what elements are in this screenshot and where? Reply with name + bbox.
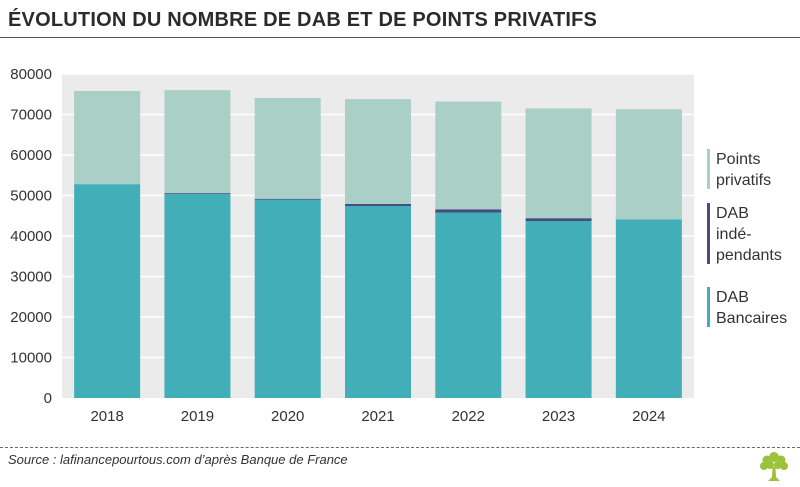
stacked-bar-chart: 0 10000 20000 30000 40000 50000 60000 70000 8000… <box>10 66 787 425</box>
legend-item-dab-ind-pendants: DAB indé-pendants <box>707 203 782 264</box>
y-tick-label: 10000 <box>10 350 52 367</box>
bar-dab-bancaires-2022 <box>435 212 502 398</box>
legend-item-dab-bancaires: DAB Bancaires <box>707 287 787 327</box>
legend-label: privatifs <box>716 172 771 189</box>
x-tick-label: 2024 <box>632 408 665 425</box>
x-tick-label: 2020 <box>271 408 304 425</box>
x-tick-label: 2018 <box>90 408 123 425</box>
bar-stack-2018 <box>74 91 141 398</box>
y-tick-label: 50000 <box>10 188 52 205</box>
legend-swatch <box>707 287 710 327</box>
bar-dab-bancaires-2019 <box>164 193 231 398</box>
y-tick-label: 20000 <box>10 309 52 326</box>
bar-dab-ind-pendants-2022 <box>435 209 502 213</box>
tree-logo-icon <box>760 452 788 481</box>
bar-stack-2022 <box>435 101 502 398</box>
bar-points-privatifs-2019 <box>164 90 231 194</box>
bar-points-privatifs-2018 <box>74 91 141 185</box>
bar-dab-bancaires-2018 <box>74 184 141 398</box>
bar-dab-bancaires-2021 <box>345 206 411 398</box>
x-tick-label: 2023 <box>542 408 575 425</box>
legend-label: pendants <box>716 247 782 264</box>
legend-swatch <box>707 203 710 264</box>
source-note: Source : lafinancepourtous.com d’après B… <box>8 452 348 467</box>
legend-label: Points <box>716 151 760 168</box>
bar-points-privatifs-2023 <box>525 108 592 219</box>
bar-dab-bancaires-2024 <box>615 219 682 398</box>
y-tick-label: 40000 <box>10 228 52 245</box>
legend-label: DAB <box>716 289 749 306</box>
y-tick-label: 80000 <box>10 66 52 83</box>
legend-label: Bancaires <box>716 310 787 327</box>
bar-dab-ind-pendants-2020 <box>254 198 321 200</box>
legend-swatch <box>707 149 710 189</box>
bar-stack-2021 <box>345 99 411 398</box>
bar-points-privatifs-2021 <box>345 99 411 205</box>
x-tick-label: 2021 <box>361 408 394 425</box>
bar-dab-ind-pendants-2019 <box>164 193 231 194</box>
y-tick-label: 30000 <box>10 269 52 286</box>
bar-points-privatifs-2024 <box>615 109 682 220</box>
bar-stack-2020 <box>254 97 321 398</box>
bar-dab-bancaires-2023 <box>525 221 592 398</box>
y-tick-label: 60000 <box>10 147 52 164</box>
bar-dab-ind-pendants-2023 <box>525 218 592 222</box>
y-axis-ticks: 0 10000 20000 30000 40000 50000 60000 70000 8000… <box>10 66 52 407</box>
bar-points-privatifs-2022 <box>435 101 502 210</box>
legend-label: DAB <box>716 205 749 222</box>
bars <box>74 90 682 398</box>
bar-points-privatifs-2020 <box>254 97 321 199</box>
bar-stack-2024 <box>615 109 682 398</box>
x-tick-label: 2022 <box>452 408 485 425</box>
bar-dab-ind-pendants-2021 <box>345 204 411 207</box>
legend-label: indé- <box>716 226 752 243</box>
y-tick-label: 0 <box>44 390 52 407</box>
x-axis-ticks: 2018 2019 2020 2021 2022 2023 2024 <box>90 408 665 425</box>
bar-stack-2023 <box>525 108 592 398</box>
title-divider <box>0 37 800 38</box>
x-tick-label: 2019 <box>181 408 214 425</box>
legend-item-points-privatifs: Points privatifs <box>707 149 771 189</box>
bar-stack-2019 <box>164 90 231 398</box>
bar-dab-bancaires-2020 <box>254 199 321 398</box>
legend: Points privatifs DAB indé-pendants DAB Bancai… <box>707 149 787 327</box>
y-tick-label: 70000 <box>10 107 52 124</box>
chart-title: ÉVOLUTION DU NOMBRE DE DAB ET DE POINTS … <box>8 9 598 31</box>
footer-divider <box>0 447 800 448</box>
